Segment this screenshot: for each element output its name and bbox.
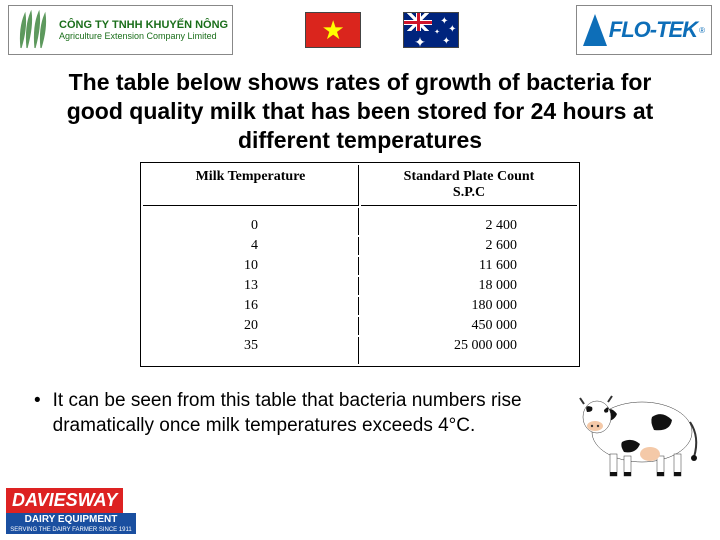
star-icon: ✦ [448, 25, 456, 35]
cell-temp: 0 [143, 208, 359, 235]
daviesway-tag: SERVING THE DAIRY FARMER SINCE 1911 [6, 526, 136, 534]
col-header-spc: Standard Plate Count S.P.C [361, 165, 577, 206]
registered-mark: ® [699, 26, 705, 35]
table-container: Milk Temperature Standard Plate Count S.… [0, 162, 720, 367]
company-name-vn: CÔNG TY TNHH KHUYẾN NÔNG [59, 19, 228, 31]
cell-temp: 4 [143, 237, 359, 255]
table-row: 16180 000 [143, 297, 577, 315]
table-row: 20450 000 [143, 317, 577, 335]
cell-temp: 13 [143, 277, 359, 295]
table-row: 1318 000 [143, 277, 577, 295]
triangle-icon [583, 14, 607, 46]
star-icon: ✦ [442, 37, 450, 47]
daviesway-brand: DAVIESWAY [6, 488, 123, 513]
cell-spc: 18 000 [361, 277, 577, 295]
col-header-temp: Milk Temperature [143, 165, 359, 206]
leaves-icon [13, 8, 53, 52]
flag-vietnam: ★ [305, 12, 361, 48]
flag-australia: ✦ ✦ ✦ ✦ ✦ [403, 12, 459, 48]
table-row: 1011 600 [143, 257, 577, 275]
cell-temp: 20 [143, 317, 359, 335]
cell-spc: 2 400 [361, 208, 577, 235]
table-row: 3525 000 000 [143, 337, 577, 364]
table-row: 02 400 [143, 208, 577, 235]
star-icon: ✦ [434, 29, 440, 36]
cell-temp: 16 [143, 297, 359, 315]
company-logo: CÔNG TY TNHH KHUYẾN NÔNG Agriculture Ext… [8, 5, 233, 55]
cell-spc: 2 600 [361, 237, 577, 255]
union-jack-icon [404, 13, 432, 31]
bullet-icon: • [34, 389, 41, 438]
cell-spc: 180 000 [361, 297, 577, 315]
table-row: 42 600 [143, 237, 577, 255]
daviesway-sub: DAIRY EQUIPMENT [6, 513, 136, 526]
header-bar: CÔNG TY TNHH KHUYẾN NÔNG Agriculture Ext… [0, 0, 720, 60]
daviesway-logo: DAVIESWAY DAIRY EQUIPMENT SERVING THE DA… [6, 488, 136, 534]
star-icon: ✦ [414, 35, 426, 49]
bullet-text: It can be seen from this table that bact… [53, 389, 560, 438]
cell-spc: 450 000 [361, 317, 577, 335]
flotek-brand: FLO-TEK [609, 17, 697, 43]
company-name-en: Agriculture Extension Company Limited [59, 31, 228, 41]
flotek-logo: FLO-TEK ® [576, 5, 712, 55]
bacteria-growth-table: Milk Temperature Standard Plate Count S.… [140, 162, 580, 367]
cow-image [562, 372, 712, 482]
cell-temp: 10 [143, 257, 359, 275]
star-icon: ★ [321, 17, 344, 43]
page-title: The table below shows rates of growth of… [0, 60, 720, 160]
bullet-point: • It can be seen from this table that ba… [0, 367, 600, 438]
cell-spc: 25 000 000 [361, 337, 577, 364]
cell-spc: 11 600 [361, 257, 577, 275]
cell-temp: 35 [143, 337, 359, 364]
